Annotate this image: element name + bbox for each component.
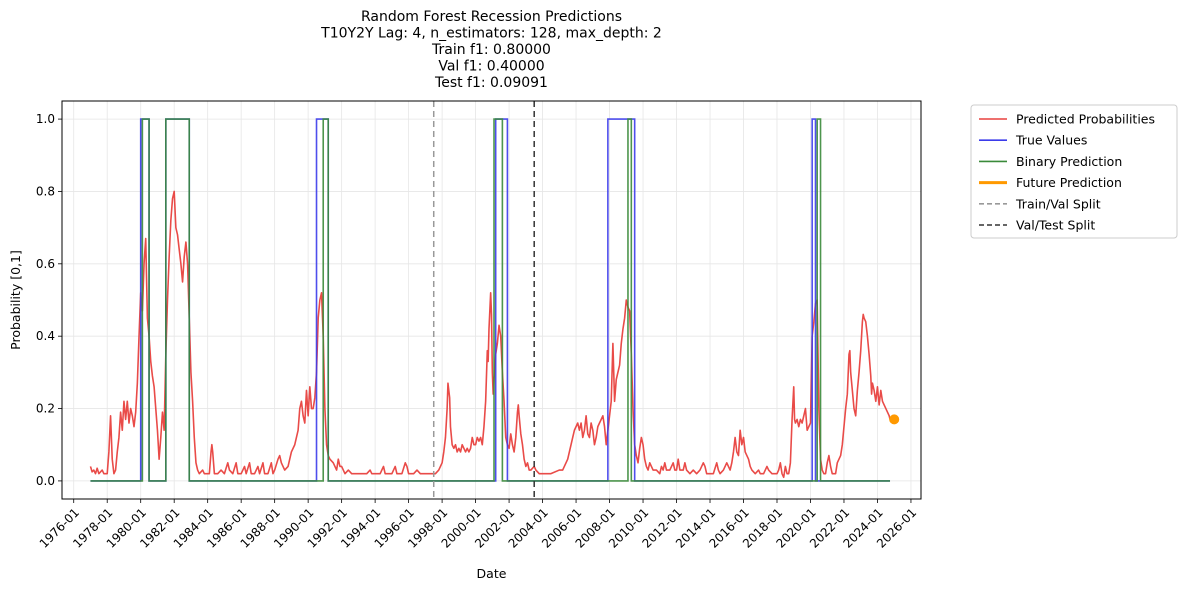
x-axis-label: Date (477, 566, 507, 581)
chart-title: Random Forest Recession PredictionsT10Y2… (320, 9, 662, 91)
y-tick-label: 0.6 (36, 257, 55, 271)
grid (62, 101, 921, 499)
x-axis: 1976-011978-011980-011982-011984-011986-… (37, 499, 919, 551)
plot-area (89, 101, 900, 499)
series-predicted-probabilities (89, 190, 891, 479)
legend-label: Predicted Probabilities (1016, 112, 1155, 127)
legend-label: Val/Test Split (1016, 218, 1095, 233)
legend-label: Future Prediction (1016, 175, 1122, 190)
y-tick-label: 1.0 (36, 112, 55, 126)
title-line: Test f1: 0.09091 (434, 75, 548, 91)
title-line: Random Forest Recession Predictions (361, 9, 622, 25)
legend-box (970, 104, 1178, 239)
y-axis-label: Probability [0,1] (8, 250, 23, 350)
legend-label: True Values (1015, 133, 1087, 148)
y-tick-label: 0.2 (36, 402, 55, 416)
y-tick-label: 0.8 (36, 184, 55, 198)
y-tick-label: 0.0 (36, 474, 55, 488)
legend-label: Train/Val Split (1015, 196, 1101, 211)
y-tick-label: 0.4 (36, 329, 55, 343)
legend-label: Binary Prediction (1016, 154, 1122, 169)
legend: Predicted Probabilities True Values Binary… (970, 104, 1178, 239)
title-line: T10Y2Y Lag: 4, n_estimators: 128, max_de… (320, 26, 662, 42)
future-prediction-point (889, 414, 900, 425)
y-axis: 0.0 0.2 0.4 0.6 0.8 1.0 (36, 112, 62, 488)
plot-frame (61, 100, 922, 500)
title-line: Val f1: 0.40000 (438, 59, 544, 75)
series-binary-prediction (90, 118, 891, 482)
title-line: Train f1: 0.80000 (431, 42, 551, 58)
